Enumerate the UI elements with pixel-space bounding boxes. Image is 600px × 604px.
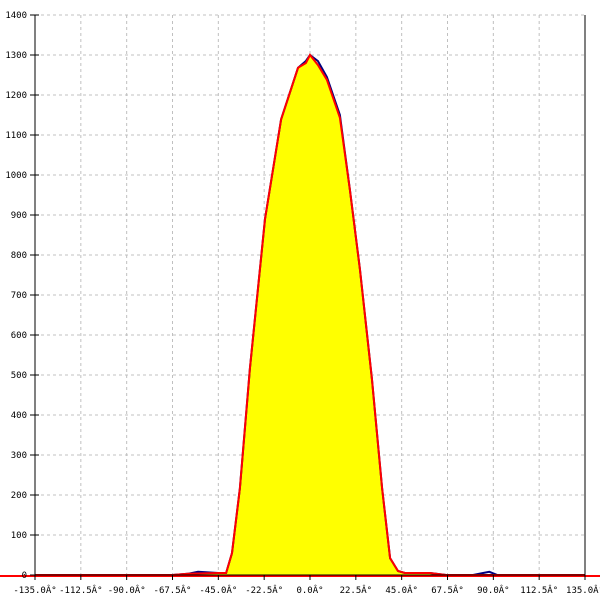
area-fill-shape — [35, 55, 585, 575]
x-tick-label: -90.0Â° — [108, 584, 146, 596]
y-tick-label: 1400 — [5, 11, 27, 21]
x-tick-label: -135.0Â° — [13, 584, 56, 596]
x-tick-label: 90.0Â° — [477, 584, 510, 596]
y-tick-label: 1200 — [5, 91, 27, 101]
y-tick-label: 1300 — [5, 51, 27, 61]
y-tick-label: 900 — [11, 211, 27, 221]
tick-labels: 0 100 200 300 400 500 600 700 800 900 1000 1100 1200… — [5, 11, 600, 596]
y-tick-label: 0 — [22, 571, 27, 581]
y-tick-label: 1100 — [5, 131, 27, 141]
x-tick-label: 67.5Â° — [431, 584, 464, 596]
x-tick-label: 22.5Â° — [340, 584, 373, 596]
x-tick-label: -112.5Â° — [59, 584, 102, 596]
x-tick-label: -22.5Â° — [245, 584, 283, 596]
y-tick-label: 600 — [11, 331, 27, 341]
y-tick-label: 200 — [11, 491, 27, 501]
series-line-2 — [35, 53, 585, 576]
x-tick-label: -45.0Â° — [199, 584, 237, 596]
y-tick-label: 800 — [11, 251, 27, 261]
grid — [35, 14, 585, 575]
x-tick-label: 112.5Â° — [520, 584, 558, 596]
x-tick-label: 135.0Â° — [566, 584, 600, 596]
x-tick-label: -67.5Â° — [154, 584, 192, 596]
y-tick-label: 100 — [11, 531, 27, 541]
y-tick-label: 300 — [11, 451, 27, 461]
y-tick-label: 1000 — [5, 171, 27, 181]
area-fill — [35, 55, 585, 575]
axes — [30, 14, 586, 580]
y-tick-label: 500 — [11, 371, 27, 381]
y-tick-label: 400 — [11, 411, 27, 421]
y-tick-label: 700 — [11, 291, 27, 301]
x-tick-label: 0.0Â° — [296, 584, 323, 596]
x-tick-label: 45.0Â° — [385, 584, 418, 596]
